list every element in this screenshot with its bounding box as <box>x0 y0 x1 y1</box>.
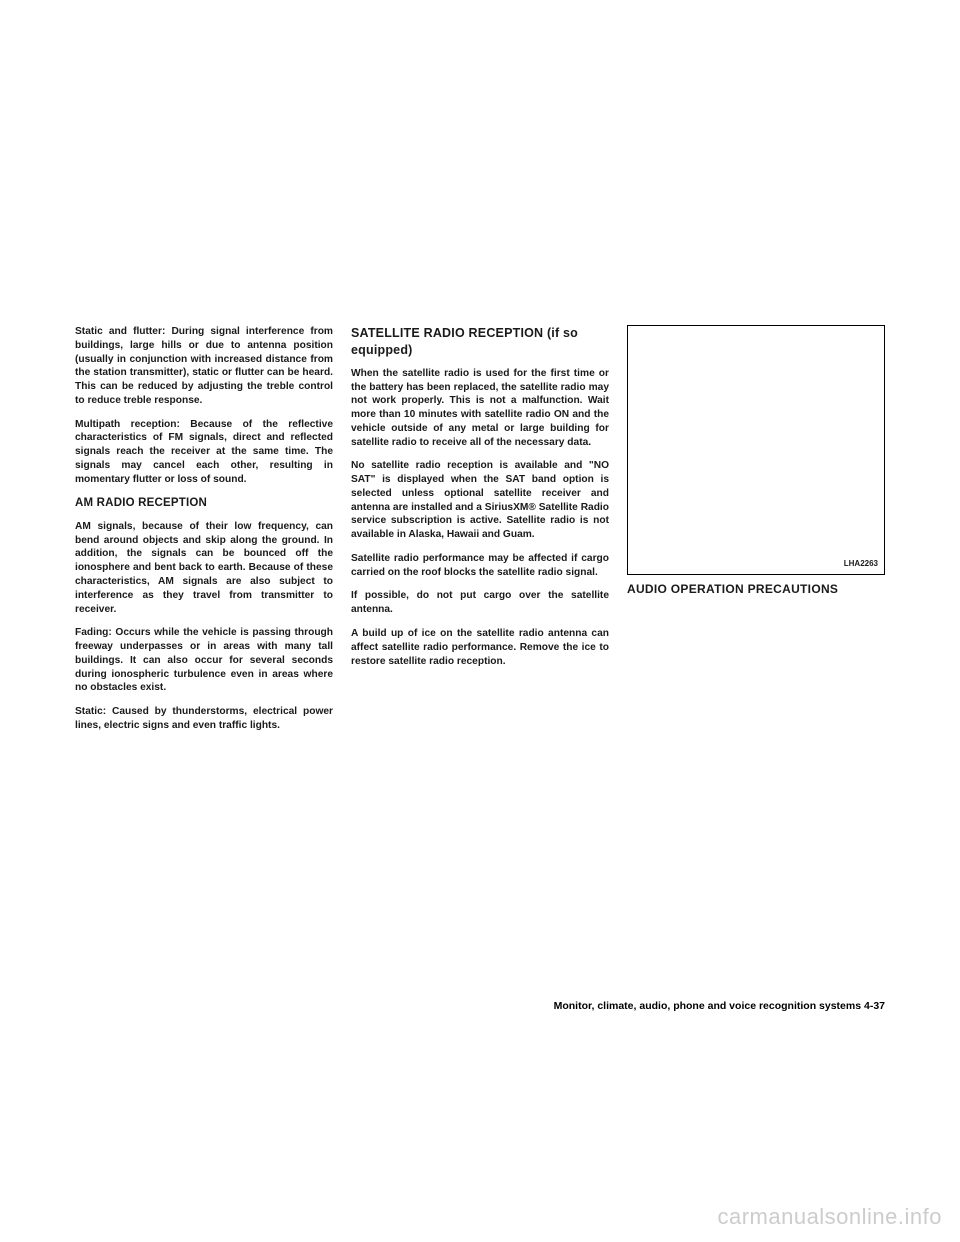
para-sat-ice: A build up of ice on the satellite radio… <box>351 627 609 668</box>
column-3: LHA2263 AUDIO OPERATION PRECAUTIONS <box>627 325 885 743</box>
watermark: carmanualsonline.info <box>717 1204 942 1230</box>
column-1: Static and flutter: During signal interf… <box>75 325 333 743</box>
para-no-sat: No satellite radio reception is availabl… <box>351 459 609 542</box>
figure-caption: AUDIO OPERATION PRECAUTIONS <box>627 581 885 597</box>
para-fading: Fading: Occurs while the vehicle is pass… <box>75 626 333 695</box>
figure-label: LHA2263 <box>844 559 878 570</box>
page-content: Static and flutter: During signal interf… <box>75 325 885 743</box>
para-am-signals: AM signals, because of their low frequen… <box>75 520 333 616</box>
para-sat-cargo: Satellite radio performance may be affec… <box>351 552 609 580</box>
column-2: SATELLITE RADIO RECEPTION (if so equippe… <box>351 325 609 743</box>
para-static-flutter: Static and flutter: During signal interf… <box>75 325 333 408</box>
figure-placeholder: LHA2263 <box>627 325 885 575</box>
heading-am-radio: AM RADIO RECEPTION <box>75 496 333 512</box>
page-footer: Monitor, climate, audio, phone and voice… <box>554 1000 885 1012</box>
para-multipath: Multipath reception: Because of the refl… <box>75 418 333 487</box>
para-static: Static: Caused by thunderstorms, electri… <box>75 705 333 733</box>
para-sat-first-time: When the satellite radio is used for the… <box>351 367 609 450</box>
para-sat-antenna: If possible, do not put cargo over the s… <box>351 589 609 617</box>
heading-satellite: SATELLITE RADIO RECEPTION (if so equippe… <box>351 325 609 359</box>
